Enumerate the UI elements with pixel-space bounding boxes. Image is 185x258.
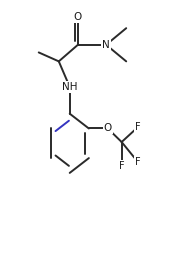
Text: N: N [102, 40, 110, 50]
Text: F: F [119, 161, 125, 171]
Text: F: F [135, 157, 141, 167]
Text: NH: NH [62, 82, 78, 92]
Text: O: O [104, 124, 112, 133]
Text: O: O [74, 12, 82, 22]
Text: F: F [135, 122, 141, 132]
